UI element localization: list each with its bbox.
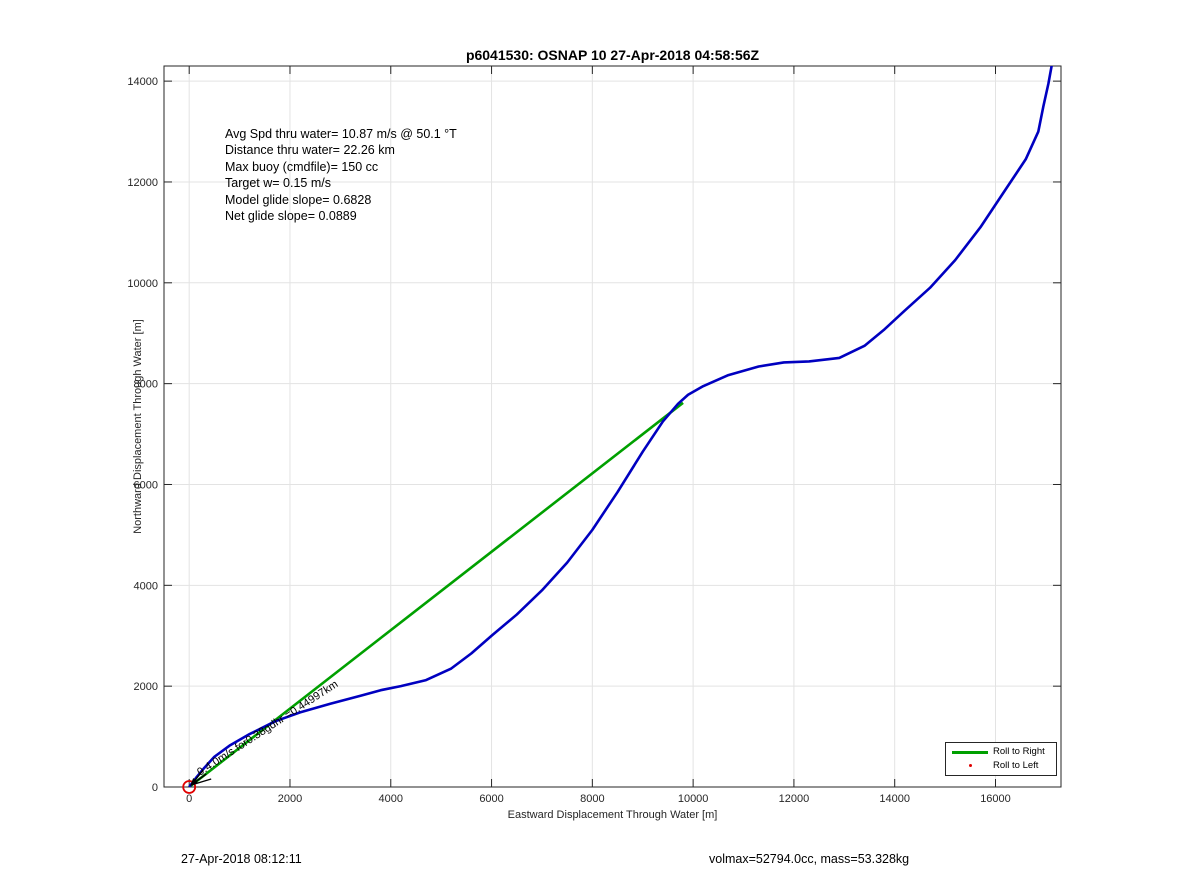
- legend-label-roll-right: Roll to Right: [993, 746, 1045, 757]
- y-tick-label: 8000: [134, 379, 158, 391]
- y-tick-label: 0: [152, 782, 158, 794]
- stat-model-glide-slope: Model glide slope= 0.6828: [225, 192, 372, 207]
- x-tick-label: 12000: [779, 793, 810, 805]
- stats-text-block: Avg Spd thru water= 10.87 m/s @ 50.1 °T …: [225, 126, 457, 224]
- x-tick-label: 2000: [278, 793, 302, 805]
- legend-item-roll-left: Roll to Left: [946, 759, 1056, 773]
- y-tick-label: 12000: [127, 177, 158, 189]
- y-tick-label: 6000: [134, 479, 158, 491]
- x-axis-label: Eastward Displacement Through Water [m]: [508, 809, 718, 821]
- stat-avg-speed: Avg Spd thru water= 10.87 m/s @ 50.1 °T: [225, 127, 457, 141]
- y-tick-label: 14000: [127, 76, 158, 88]
- footer-timestamp: 27-Apr-2018 08:12:11: [181, 852, 302, 866]
- stat-distance: Distance thru water= 22.26 km: [225, 143, 395, 158]
- chart-legend: Roll to Right Roll to Left: [945, 742, 1057, 776]
- legend-label-roll-left: Roll to Left: [993, 760, 1039, 771]
- x-tick-label: 6000: [479, 793, 503, 805]
- legend-swatch-roll-right: [952, 751, 988, 754]
- x-tick-label: 4000: [379, 793, 403, 805]
- legend-swatch-roll-left: [969, 764, 972, 767]
- x-tick-label: 10000: [678, 793, 709, 805]
- x-tick-label: 16000: [980, 793, 1011, 805]
- start-marker: [182, 780, 197, 794]
- legend-item-roll-right: Roll to Right: [946, 745, 1056, 759]
- chart-title: p6041530: OSNAP 10 27-Apr-2018 04:58:56Z: [466, 47, 760, 63]
- stat-max-buoy: Max buoy (cmdfile)= 150 cc: [225, 159, 379, 174]
- series-group: [188, 66, 1053, 787]
- footer-vol-mass: volmax=52794.0cc, mass=53.328kg: [709, 852, 910, 866]
- stat-target-w: Target w= 0.15 m/s: [225, 176, 331, 191]
- y-tick-label: 4000: [134, 580, 158, 592]
- stat-net-glide-slope: Net glide slope= 0.0889: [225, 209, 357, 224]
- x-tick-label: 8000: [580, 793, 604, 805]
- x-tick-label: 14000: [879, 793, 910, 805]
- series-glider-track-line: [188, 66, 1053, 787]
- x-tick-label: 0: [186, 793, 192, 805]
- y-tick-label: 10000: [127, 278, 158, 290]
- y-axis-label: Northward Displacement Through Water [m]: [132, 319, 144, 534]
- plot-area: [164, 66, 1061, 787]
- y-tick-label: 2000: [134, 681, 158, 693]
- current-arrowhead: [190, 778, 199, 786]
- axes-box: [163, 65, 1062, 788]
